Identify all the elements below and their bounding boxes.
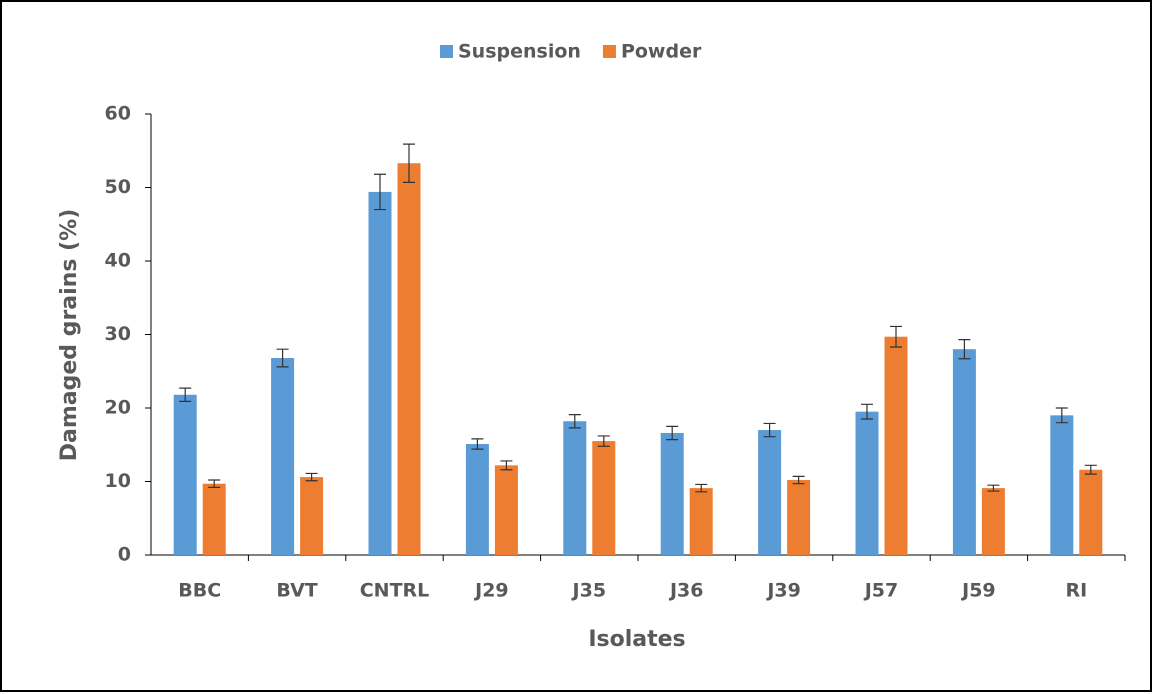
y-tick-label: 50 [105, 176, 131, 198]
legend-label: Powder [621, 41, 702, 63]
x-tick-label: CNTRL [360, 580, 430, 602]
x-tick-label: J36 [668, 580, 704, 602]
bar [1079, 469, 1103, 555]
bar [368, 191, 392, 555]
error-bar [471, 438, 484, 450]
y-tick-label: 60 [105, 103, 131, 125]
bar [300, 477, 324, 555]
x-tick-label: BVT [276, 580, 317, 602]
y-tick-label: 40 [105, 250, 131, 272]
error-bar [1084, 464, 1097, 475]
x-tick-label: J57 [863, 580, 899, 602]
y-tick-label: 30 [105, 323, 131, 345]
y-tick-label: 20 [105, 397, 131, 419]
y-tick-label: 10 [105, 470, 131, 492]
bar [1050, 415, 1074, 555]
x-tick-label: RI [1065, 580, 1087, 602]
error-bar [305, 472, 318, 482]
y-tick-label: 0 [118, 544, 131, 566]
bar [884, 336, 908, 555]
bar [202, 483, 226, 555]
x-tick-label: J39 [765, 580, 801, 602]
bar [397, 163, 421, 555]
x-tick-label: BBC [178, 580, 221, 602]
error-bar [179, 387, 192, 402]
bar [787, 480, 811, 555]
error-bar [958, 339, 971, 360]
x-tick-label: J35 [571, 580, 607, 602]
error-bar [987, 484, 1000, 492]
error-bar [500, 460, 513, 471]
bar [855, 411, 879, 555]
error-bar [276, 348, 289, 368]
bar [758, 430, 782, 555]
bar [952, 349, 976, 555]
error-bar [792, 475, 805, 485]
legend-swatch [440, 45, 453, 58]
error-bar [763, 422, 776, 438]
error-bar [403, 143, 415, 183]
error-bar [374, 173, 386, 211]
x-tick-label: J59 [960, 580, 996, 602]
bar [494, 465, 518, 555]
bar [465, 444, 489, 555]
bar [592, 441, 616, 555]
error-bar [208, 479, 221, 488]
error-bar [890, 325, 902, 348]
error-bar [597, 435, 610, 447]
error-bar [695, 483, 708, 493]
legend-label: Suspension [458, 41, 581, 63]
bar [981, 488, 1005, 555]
bar [271, 358, 295, 555]
y-axis-title: Damaged grains (%) [57, 209, 82, 462]
legend-swatch [602, 45, 616, 58]
x-axis-title: Isolates [588, 627, 685, 652]
error-bar [568, 414, 581, 429]
error-bar [861, 403, 873, 420]
error-bar [666, 425, 679, 441]
bar [173, 394, 197, 555]
x-tick-label: J29 [473, 580, 509, 602]
error-bar [1055, 407, 1068, 424]
bar [563, 421, 587, 555]
bar [689, 488, 713, 555]
bar [660, 432, 684, 555]
